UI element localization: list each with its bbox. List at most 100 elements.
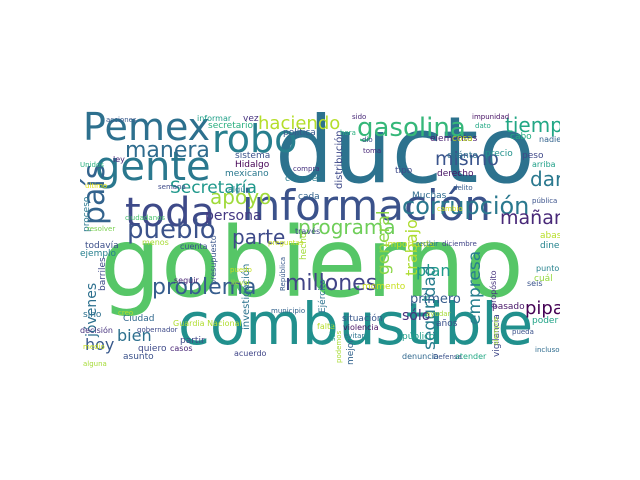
word-propósito: propósito — [489, 270, 498, 308]
word-elementos: elementos — [430, 134, 478, 144]
word-sido: sido — [352, 113, 367, 121]
word-sólo: sólo — [402, 308, 431, 324]
word-medio: medio — [83, 343, 105, 351]
word-momento: momento — [362, 282, 406, 292]
word-falta: falta — [317, 322, 335, 331]
word-atender: atender — [455, 352, 487, 361]
word-ciudadanos: ciudadanos — [125, 214, 166, 222]
word-política: política — [283, 128, 316, 138]
word-plan: plan — [416, 261, 451, 280]
word-hora: hora — [340, 129, 356, 137]
word-cambio: cambio — [437, 205, 463, 213]
word-barriles: barriles — [98, 257, 108, 291]
word-defensa: Defensa — [433, 353, 462, 361]
word-ley: ley — [113, 155, 125, 164]
word-toda: toda — [125, 190, 216, 236]
word-muchas: Muchas — [412, 191, 447, 201]
word-parte: parte — [232, 225, 286, 249]
word-delito: delito — [453, 184, 473, 192]
word-sistema: sistema — [235, 151, 271, 161]
word-ejemplo: ejemplo — [80, 249, 117, 259]
word-evitar: evitar — [344, 332, 365, 340]
word-años: años — [436, 319, 458, 329]
word-poder: poder — [532, 316, 559, 326]
word-casos: casos — [170, 344, 193, 353]
word-derecho: derecho — [437, 169, 474, 179]
word-gente: gente — [95, 144, 211, 190]
word-corrupción: corrupción — [402, 192, 530, 220]
word-manera: manera — [125, 138, 210, 163]
word-llevar: llevar — [231, 279, 251, 287]
word-cada: cada — [298, 192, 320, 202]
word-municipio: municipio — [271, 307, 306, 315]
word-haciendo: haciendo — [258, 113, 341, 134]
word-asunto: asunto — [123, 352, 154, 362]
word-violencia: violencia — [343, 323, 379, 332]
word-empresa: empresa — [465, 250, 485, 325]
word-creo: creo — [118, 309, 134, 317]
word-preguntas: preguntas — [268, 239, 304, 247]
word-secretaría: Secretaría — [170, 178, 257, 198]
word-unidos: Unidos — [80, 161, 104, 169]
word-hidalgo: Hidalgo — [235, 160, 270, 170]
word-quiero: quiero — [138, 344, 167, 354]
word-siempre: siempre — [492, 316, 500, 345]
word-combustible: combustible — [178, 290, 534, 358]
word-ducto: ducto — [275, 105, 535, 204]
word-decisión: decisión — [80, 326, 113, 335]
word-apoyo: apoyo — [210, 185, 272, 209]
word-programa: programa — [298, 215, 396, 239]
word-acciones: acciones — [106, 116, 137, 124]
word-situación: situación — [342, 314, 383, 324]
word-pública: pública — [532, 197, 558, 205]
word-incluso: incluso — [535, 346, 560, 354]
word-partir: partir — [180, 336, 205, 346]
word-menos: menos — [142, 238, 169, 247]
word-informar: informar — [197, 114, 232, 123]
word-dinero: dinero — [540, 241, 560, 251]
word-recibir: recibir — [416, 240, 439, 248]
word-sino: sino — [83, 310, 102, 320]
word-algún: algún — [228, 185, 251, 194]
word-cloud: gobierno ducto combustible información toda g… — [80, 105, 560, 375]
word-pemex: Pemex — [83, 105, 211, 149]
word-compra: compra — [293, 165, 320, 173]
word-través: través — [295, 227, 321, 236]
word-cuánto: cuánto — [447, 151, 478, 161]
word-tipo: tipo — [395, 166, 413, 176]
word-nadie: nadie — [539, 135, 560, 144]
word-dar: dar — [530, 167, 560, 191]
word-primero: primero — [410, 292, 461, 307]
word-impunidad: impunidad — [472, 113, 510, 121]
word-peso: peso — [522, 151, 544, 161]
word-pipas: pipas — [525, 298, 560, 319]
word-información: información — [242, 181, 492, 230]
word-punto: punto — [536, 264, 560, 273]
word-conocer: conocer — [285, 174, 321, 184]
word-pueda: pueda — [512, 328, 534, 336]
word-millones: millones — [285, 271, 378, 296]
word-público: público — [402, 332, 435, 342]
word-importante: importante — [385, 240, 436, 250]
word-robo: robo — [212, 117, 298, 161]
word-persona: persona — [205, 208, 262, 224]
word-denuncia: denuncia — [402, 352, 439, 361]
word-gasolina: gasolina — [357, 113, 466, 143]
word-diciembre: diciembre — [442, 240, 477, 248]
word-ciudad: Ciudad — [123, 314, 155, 324]
word-guardia-nacional: Guardia Nacional — [173, 319, 242, 328]
word-seguir: seguir — [174, 276, 199, 285]
word-semana: semana — [158, 183, 186, 191]
word-toma: toma — [363, 147, 382, 155]
word-pueblo: pueblo — [127, 215, 216, 245]
word-puedo: puedo — [230, 266, 252, 274]
word-vez: vez — [243, 114, 259, 124]
word-precio: precio — [485, 149, 513, 159]
word-arriba: arriba — [532, 160, 556, 169]
word-resolver: resolver — [87, 225, 116, 233]
word-último: último — [85, 182, 108, 190]
word-mexicano: mexicano — [225, 169, 269, 179]
word-alguna: alguna — [83, 360, 107, 368]
word-hoy: hoy — [85, 335, 115, 354]
word-problema: problema — [152, 275, 257, 300]
